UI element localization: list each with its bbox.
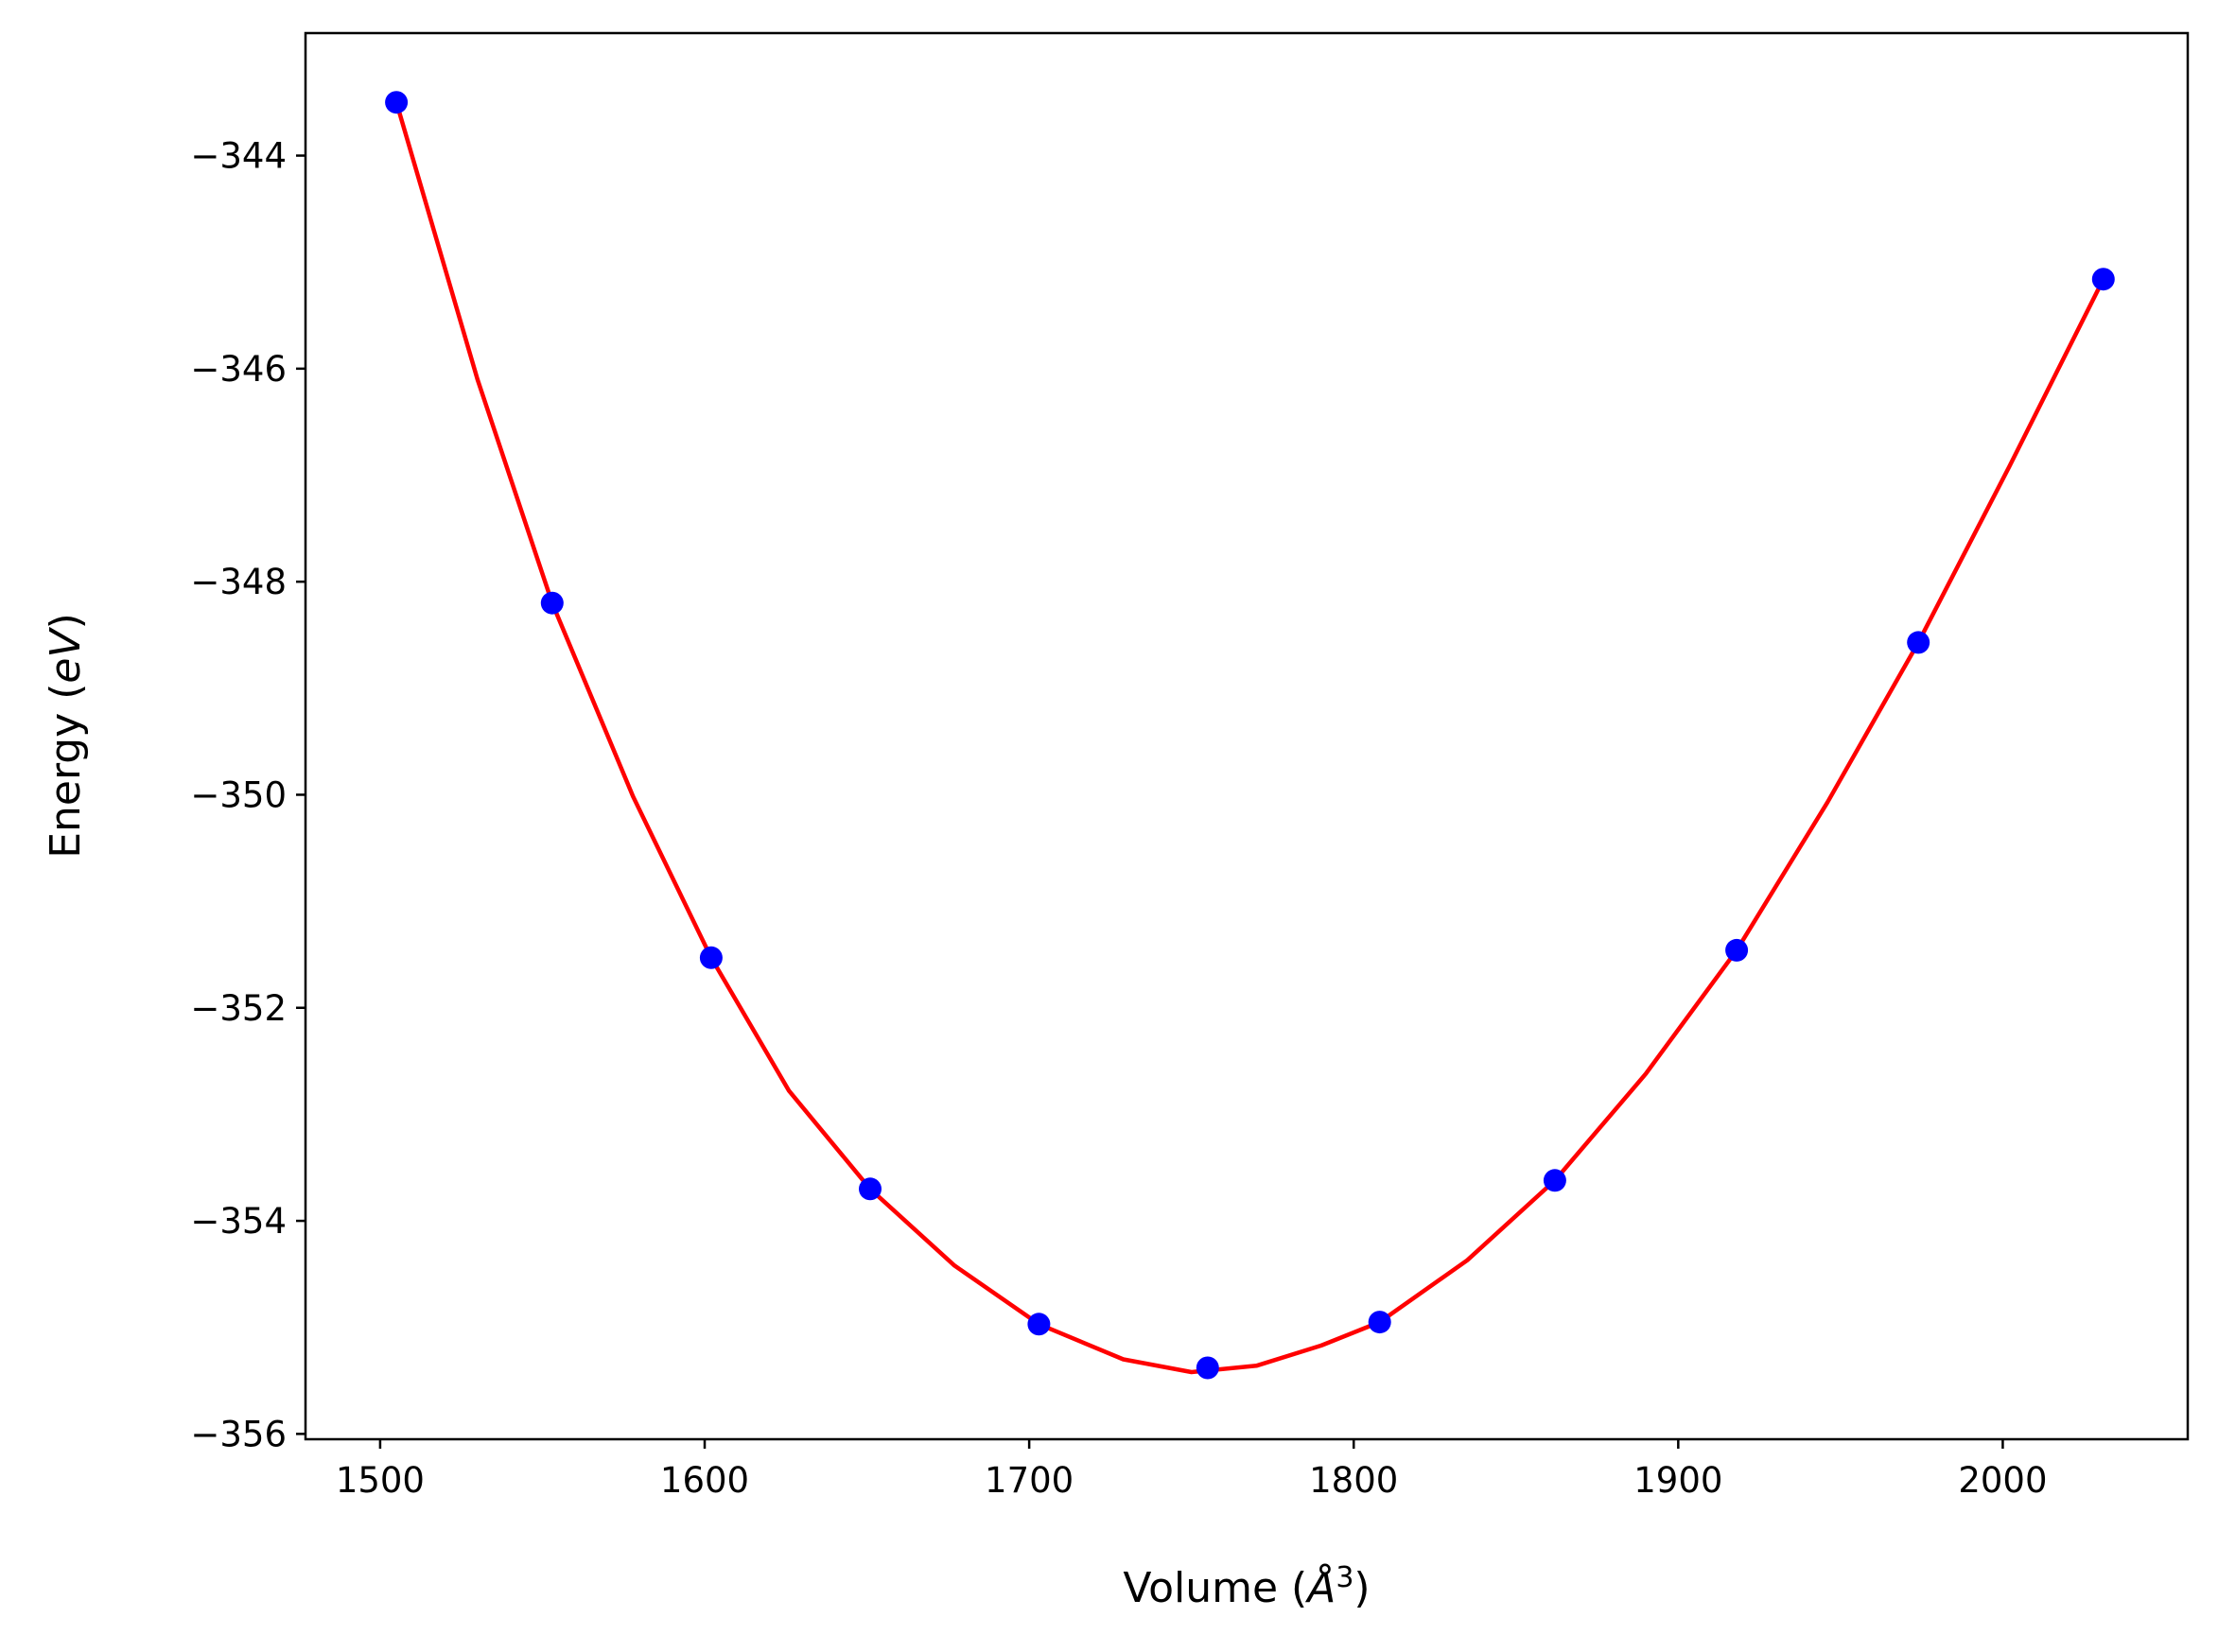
data-point	[1368, 1311, 1391, 1334]
data-point	[2091, 268, 2115, 291]
y-tick-label: −350	[190, 774, 287, 815]
data-point	[699, 946, 723, 969]
data-point	[1725, 938, 1749, 962]
y-tick-label: −346	[190, 349, 287, 390]
data-point	[859, 1177, 882, 1201]
data-points-layer	[385, 91, 2115, 1380]
x-tick-label: 1800	[1309, 1460, 1398, 1501]
data-point	[540, 591, 564, 615]
plot-area	[306, 33, 2188, 1439]
fit-curve-layer	[393, 101, 2105, 1375]
x-tick-label: 2000	[1958, 1460, 2047, 1501]
fit-curve-line	[393, 101, 2105, 1375]
y-tick-label: −348	[190, 562, 287, 602]
y-tick-label: −352	[190, 988, 287, 1029]
x-tick-label: 1600	[660, 1460, 749, 1501]
y-tick-label: −344	[190, 136, 287, 177]
data-point	[385, 91, 409, 114]
y-axis-ticks: −344 −346 −348 −350 −352 −354 −356	[190, 136, 306, 1454]
x-axis-title: Volume (Å3)	[1123, 1561, 1370, 1612]
y-tick-label: −354	[190, 1201, 287, 1242]
y-tick-label: −356	[190, 1414, 287, 1454]
x-tick-label: 1500	[336, 1460, 425, 1501]
plot-frame	[304, 31, 2190, 1441]
x-tick-label: 1900	[1633, 1460, 1722, 1501]
y-axis-title: Energy (eV)	[42, 613, 90, 859]
data-point	[1907, 631, 1930, 654]
x-tick-label: 1700	[985, 1460, 1074, 1501]
data-point	[1543, 1169, 1566, 1192]
data-point	[1196, 1356, 1219, 1380]
x-axis-ticks: 1500 1600 1700 1800 1900 2000	[336, 1439, 2048, 1501]
data-point	[1027, 1313, 1051, 1336]
